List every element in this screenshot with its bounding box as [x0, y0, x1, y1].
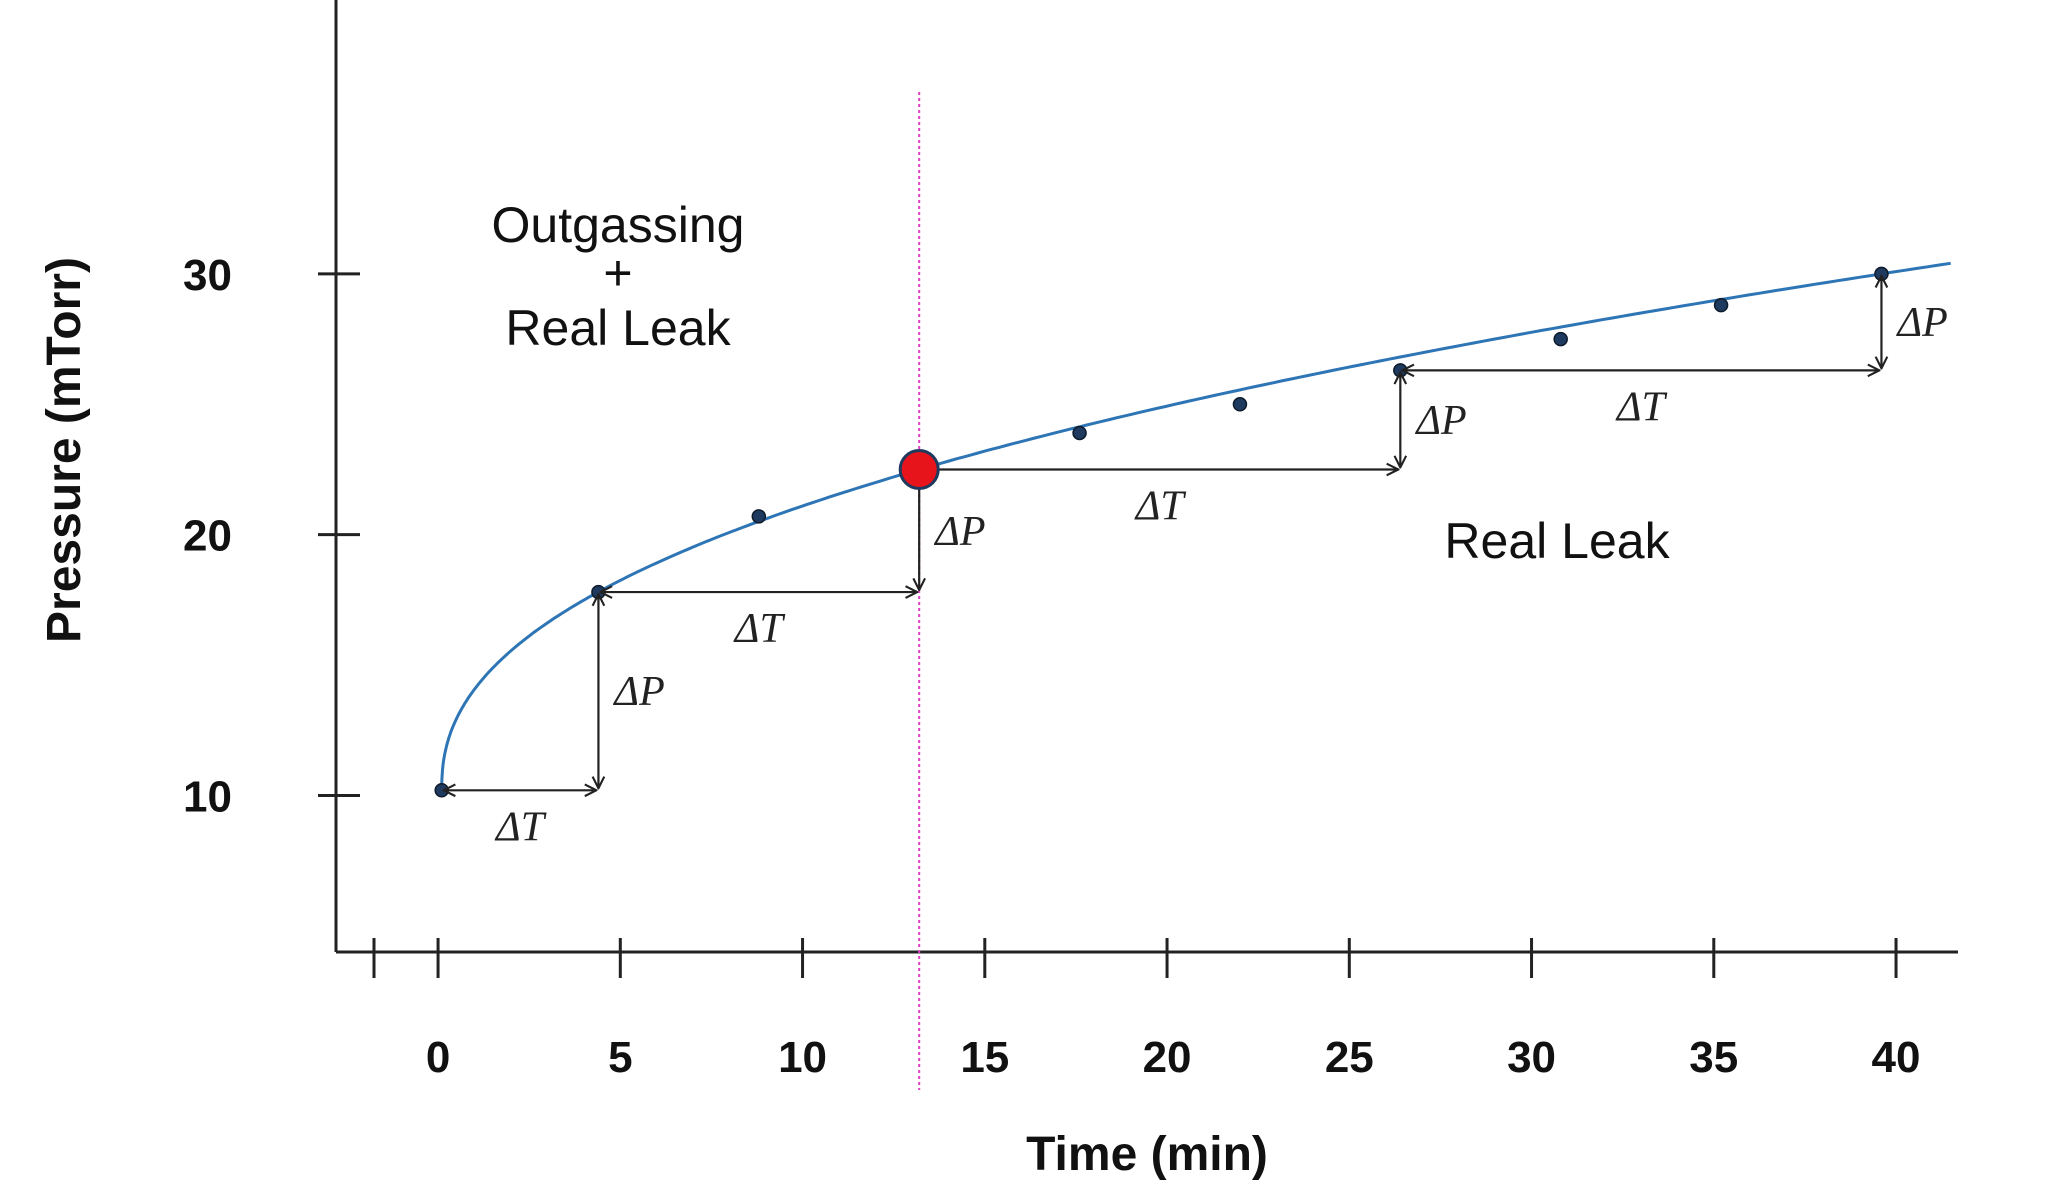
- x-tick-label: 40: [1872, 1033, 1921, 1082]
- x-tick-label: 15: [960, 1033, 1009, 1082]
- x-tick-label: 0: [426, 1033, 450, 1082]
- delta-p-label: ΔP: [1895, 300, 1947, 346]
- real-leak-region-label: Real Leak: [1444, 513, 1670, 569]
- svg-text:Real Leak: Real Leak: [505, 300, 731, 356]
- transition-point-marker: [898, 448, 940, 490]
- delta-t-label: ΔT: [733, 606, 786, 652]
- svg-text:+: +: [603, 245, 632, 301]
- pressure-curve: [440, 261, 1951, 791]
- delta-p-label: ΔP: [1414, 398, 1466, 444]
- delta-t-label: ΔT: [494, 804, 547, 850]
- x-tick-label: 10: [778, 1033, 827, 1082]
- x-tick-label: 30: [1507, 1033, 1556, 1082]
- x-axis-ticks: 0 5 10 15 20 25 30 35 40: [372, 938, 1921, 1082]
- svg-text:Outgassing: Outgassing: [492, 197, 745, 253]
- y-axis-ticks: 10 20 30: [183, 251, 360, 822]
- data-point: [751, 509, 767, 524]
- x-tick-label: 20: [1143, 1033, 1192, 1082]
- y-tick-label: 20: [183, 512, 232, 561]
- y-tick-label: 10: [183, 773, 232, 822]
- y-axis-title: Pressure (mTorr): [38, 257, 91, 643]
- x-tick-label: 25: [1325, 1033, 1374, 1082]
- delta-t-label: ΔT: [1615, 384, 1668, 430]
- delta-p-label: ΔP: [933, 509, 985, 555]
- data-point: [1713, 297, 1729, 313]
- data-point: [1232, 397, 1248, 412]
- delta-annotations: ΔT ΔP ΔT ΔP ΔT ΔP ΔT ΔP: [444, 276, 1948, 850]
- outgassing-region-label: Outgassing + Real Leak: [492, 197, 745, 356]
- delta-t-label: ΔT: [1134, 483, 1187, 529]
- x-axis-title: Time (min): [1026, 1128, 1268, 1181]
- svg-text:Real Leak: Real Leak: [1444, 513, 1670, 569]
- data-point: [1553, 331, 1568, 347]
- x-tick-label: 5: [608, 1033, 632, 1082]
- delta-p-label: ΔP: [612, 669, 664, 715]
- x-tick-label: 35: [1689, 1033, 1738, 1082]
- y-tick-label: 30: [183, 251, 232, 300]
- data-point: [1072, 425, 1087, 441]
